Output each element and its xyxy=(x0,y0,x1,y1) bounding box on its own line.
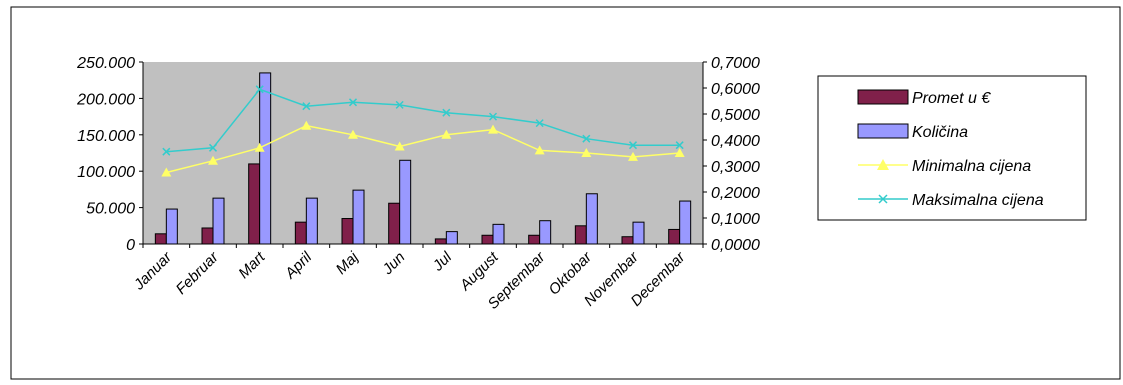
legend-label-2: Minimalna cijena xyxy=(912,158,1031,175)
y-left-tick-label-3: 150.000 xyxy=(77,128,135,145)
bar-kolicina-11 xyxy=(679,200,692,245)
y-right-tick-label-7: 0,7000 xyxy=(711,55,760,72)
bar-kolicina-8 xyxy=(539,220,552,245)
bar-kolicina-6 xyxy=(445,231,458,245)
bar-promet-7 xyxy=(481,234,494,245)
y-left-tick-label-1: 50.000 xyxy=(86,201,135,218)
legend-marker-3 xyxy=(878,194,888,204)
legend: Promet u € Količina Minimalna cijena Maksim… xyxy=(817,75,1087,221)
y-right-tick-label-3: 0,3000 xyxy=(711,159,760,176)
y-right-tick-label-2: 0,2000 xyxy=(711,185,760,202)
y-right-tick-label-5: 0,5000 xyxy=(711,107,760,124)
point-maksimalna-7 xyxy=(488,112,498,121)
line-maksimalna xyxy=(166,88,680,153)
point-minimalna-8 xyxy=(534,145,545,155)
point-minimalna-0 xyxy=(161,167,172,177)
bar-promet-3 xyxy=(294,221,307,245)
y-right-tick-label-1: 0,1000 xyxy=(711,211,760,228)
y-right-tick-label-0: 0,0000 xyxy=(711,237,760,254)
bar-kolicina-9 xyxy=(585,193,598,245)
bar-promet-4 xyxy=(341,218,354,245)
legend-swatch-1 xyxy=(857,123,909,139)
point-minimalna-9 xyxy=(581,148,592,157)
point-maksimalna-10 xyxy=(628,141,638,150)
bar-promet-1 xyxy=(201,227,214,245)
point-maksimalna-1 xyxy=(208,143,218,152)
point-minimalna-5 xyxy=(394,141,405,151)
point-maksimalna-5 xyxy=(395,100,404,109)
bar-kolicina-4 xyxy=(352,189,365,245)
legend-marker-2 xyxy=(877,159,889,170)
point-maksimalna-0 xyxy=(162,147,171,156)
lines-layer xyxy=(161,85,685,177)
plot-area xyxy=(143,62,703,244)
bar-kolicina-10 xyxy=(632,221,645,245)
point-maksimalna-2 xyxy=(255,85,264,94)
y-left-tick-label-5: 250.000 xyxy=(76,55,135,72)
point-minimalna-3 xyxy=(301,120,312,130)
y-right-tick-label-4: 0,4000 xyxy=(711,133,760,150)
bar-promet-6 xyxy=(434,238,447,245)
point-maksimalna-3 xyxy=(302,102,311,111)
point-maksimalna-8 xyxy=(535,119,544,128)
point-minimalna-6 xyxy=(441,129,452,139)
point-maksimalna-4 xyxy=(348,98,358,107)
legend-label-0: Promet u € xyxy=(912,90,991,107)
legend-swatch-0 xyxy=(857,89,909,105)
bar-promet-2 xyxy=(248,163,261,245)
point-minimalna-4 xyxy=(348,129,358,139)
bar-promet-9 xyxy=(574,225,587,245)
y-right-tick-label-6: 0,6000 xyxy=(711,81,760,98)
bar-kolicina-0 xyxy=(165,208,178,245)
bar-kolicina-2 xyxy=(259,72,272,245)
bar-promet-0 xyxy=(154,233,167,245)
point-maksimalna-6 xyxy=(442,108,451,117)
bar-promet-5 xyxy=(388,202,401,245)
y-left-tick-label-4: 200.000 xyxy=(76,91,135,108)
point-minimalna-2 xyxy=(254,142,265,152)
point-minimalna-10 xyxy=(628,151,638,161)
point-maksimalna-9 xyxy=(582,134,591,143)
bar-kolicina-1 xyxy=(212,197,225,245)
point-minimalna-11 xyxy=(674,148,685,157)
bar-kolicina-5 xyxy=(399,159,412,245)
bar-promet-8 xyxy=(528,234,541,245)
bar-promet-11 xyxy=(668,228,681,245)
legend-label-1: Količina xyxy=(912,124,968,141)
bar-kolicina-3 xyxy=(305,197,318,245)
point-minimalna-7 xyxy=(488,124,498,134)
bar-kolicina-7 xyxy=(492,223,505,245)
legend-label-3: Maksimalna cijena xyxy=(912,192,1044,209)
bar-promet-10 xyxy=(621,236,634,245)
point-maksimalna-11 xyxy=(675,141,684,150)
y-left-tick-label-2: 100.000 xyxy=(77,164,135,181)
y-left-tick-label-0: 0 xyxy=(126,237,135,254)
point-minimalna-1 xyxy=(208,155,218,165)
line-minimalna xyxy=(166,124,680,174)
